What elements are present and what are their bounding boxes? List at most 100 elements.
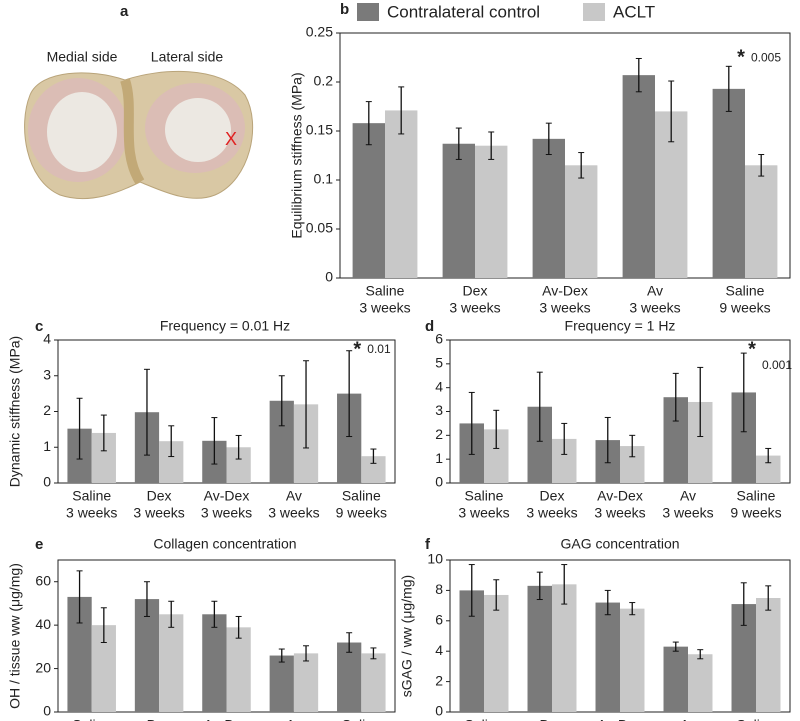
x-tick-label: 3 weeks [526,505,577,521]
legend-label: Contralateral control [387,2,540,21]
x-tick-label: Dex [147,488,172,504]
bar [352,123,385,278]
bar [134,599,160,712]
annotation-star: * [737,47,745,69]
image-text: Medial side [47,49,118,65]
x-tick-label: Dex [147,717,172,721]
y-tick-label: 3 [43,366,51,382]
y-tick-label: 1 [435,450,443,466]
y-tick-label: 4 [43,331,51,347]
x-tick-label: Av [286,717,302,721]
x-tick-label: 3 weeks [66,505,117,521]
x-tick-label: 3 weeks [449,300,500,316]
annotation-star: * [748,338,756,360]
bar [620,608,645,712]
x-tick-label: 3 weeks [662,505,713,521]
y-axis-label: OH / tissue ww (μg/mg) [7,563,23,709]
y-tick-label: 2 [435,426,443,442]
x-tick-label: 3 weeks [539,300,590,316]
bar [337,642,362,712]
bar [552,584,577,712]
y-axis-label: Equilibrium stiffness (MPa) [289,72,305,238]
bar [688,654,713,712]
panel-label: a [120,3,129,20]
bar [442,143,475,278]
legend-label: ACLT [613,2,655,21]
x-tick-label: Saline [726,283,765,299]
y-tick-label: 60 [35,572,51,588]
x-tick-label: Av-Dex [597,717,643,721]
x-tick-label: Saline [72,717,111,721]
panel-label: f [425,536,431,553]
y-tick-label: 0.15 [306,122,333,138]
x-tick-label: 3 weeks [133,505,184,521]
chart-title: GAG concentration [560,536,679,552]
y-tick-label: 2 [43,402,51,418]
bar [226,627,251,712]
y-tick-label: 0 [43,703,51,719]
y-tick-label: 0 [325,269,333,285]
bar [527,585,552,712]
x-tick-label: Av-Dex [204,717,250,721]
x-tick-label: 3 weeks [594,505,645,521]
y-axis-label: Dynamic stiffness (MPa) [7,336,23,487]
x-tick-label: Dex [540,717,565,721]
x-tick-label: 3 weeks [268,505,319,521]
x-tick-label: Saline [465,488,504,504]
y-tick-label: 0.25 [306,24,333,40]
annotation-p: 0.001 [762,358,792,372]
x-tick-label: Av [647,283,663,299]
y-tick-label: 6 [435,612,443,628]
y-tick-label: 1 [43,438,51,454]
x-tick-label: Av-Dex [542,283,588,299]
bar [293,653,319,712]
x-tick-label: Saline [342,488,381,504]
legend-swatch [357,3,379,21]
y-tick-label: 3 [435,402,443,418]
y-tick-label: 20 [35,659,51,675]
chart-title: Collagen concentration [153,536,296,552]
bar [663,646,688,712]
x-tick-label: 9 weeks [336,505,387,521]
x-tick-label: Av [286,488,302,504]
annotation-p: 0.01 [367,342,391,356]
x-tick-label: Av [680,488,696,504]
x-tick-label: Saline [342,717,381,721]
y-tick-label: 40 [35,616,51,632]
x-tick-label: 3 weeks [359,300,410,316]
y-tick-label: 8 [435,581,443,597]
x-tick-label: Saline [465,717,504,721]
bar [532,138,565,278]
bar [565,165,598,278]
panel-label: b [340,1,349,18]
x-tick-label: Dex [540,488,565,504]
ligament [120,78,145,185]
x-tick-label: 3 weeks [458,505,509,521]
bar [484,594,509,712]
bar [269,655,294,712]
bar [756,598,781,712]
y-tick-label: 5 [435,355,443,371]
bar [745,165,778,278]
bar [595,602,620,712]
panel-label: e [35,536,43,553]
y-tick-label: 4 [435,642,443,658]
y-tick-label: 0.1 [314,171,334,187]
x-tick-label: Av [680,717,696,721]
panel-label: d [425,318,434,335]
y-tick-label: 0.2 [314,73,334,89]
knee-illustration [24,70,254,199]
y-tick-label: 0 [435,474,443,490]
bar [202,614,227,712]
image-text: X [225,129,237,149]
y-axis-label: sGAG / ww (μg/mg) [399,575,415,697]
chart-title: Frequency = 0.01 Hz [160,318,290,334]
chart-title: Frequency = 1 Hz [565,318,676,334]
x-tick-label: 9 weeks [719,300,770,316]
annotation-p: 0.005 [751,50,781,64]
y-tick-label: 0.05 [306,220,333,236]
bar [361,653,386,712]
lateral-cartilage [165,98,231,162]
x-tick-label: Saline [72,488,111,504]
